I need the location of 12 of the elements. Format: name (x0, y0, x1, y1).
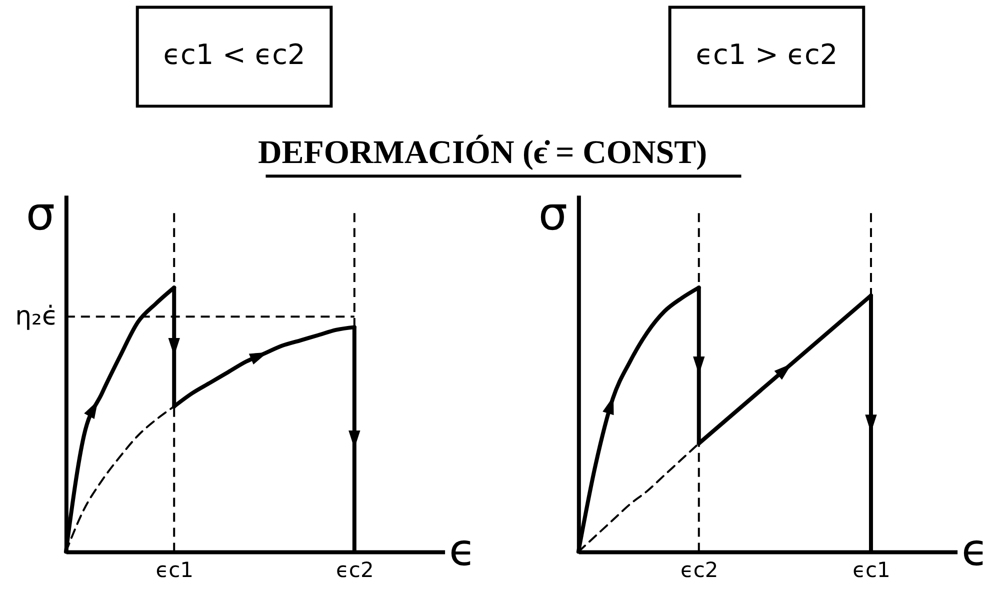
x-axis-title: ϵ (962, 525, 989, 576)
text: DEFORMACIÓN (ϵ̇ = CONST) (258, 134, 708, 172)
ref-line-label: η₂ϵ̇ (15, 302, 58, 332)
y-axis-title: σ (26, 186, 56, 241)
x-tick-label: ϵc2 (680, 558, 718, 582)
y-axis-title: σ (538, 186, 568, 241)
chart-title: ϵc1 < ϵc2 (163, 38, 306, 72)
chart-title: ϵc1 > ϵc2 (696, 38, 838, 72)
x-tick-label: ϵc2 (336, 558, 374, 582)
x-axis-title: ϵ (449, 525, 476, 576)
x-tick-label: ϵc1 (852, 558, 890, 582)
x-tick-label: ϵc1 (156, 558, 194, 582)
